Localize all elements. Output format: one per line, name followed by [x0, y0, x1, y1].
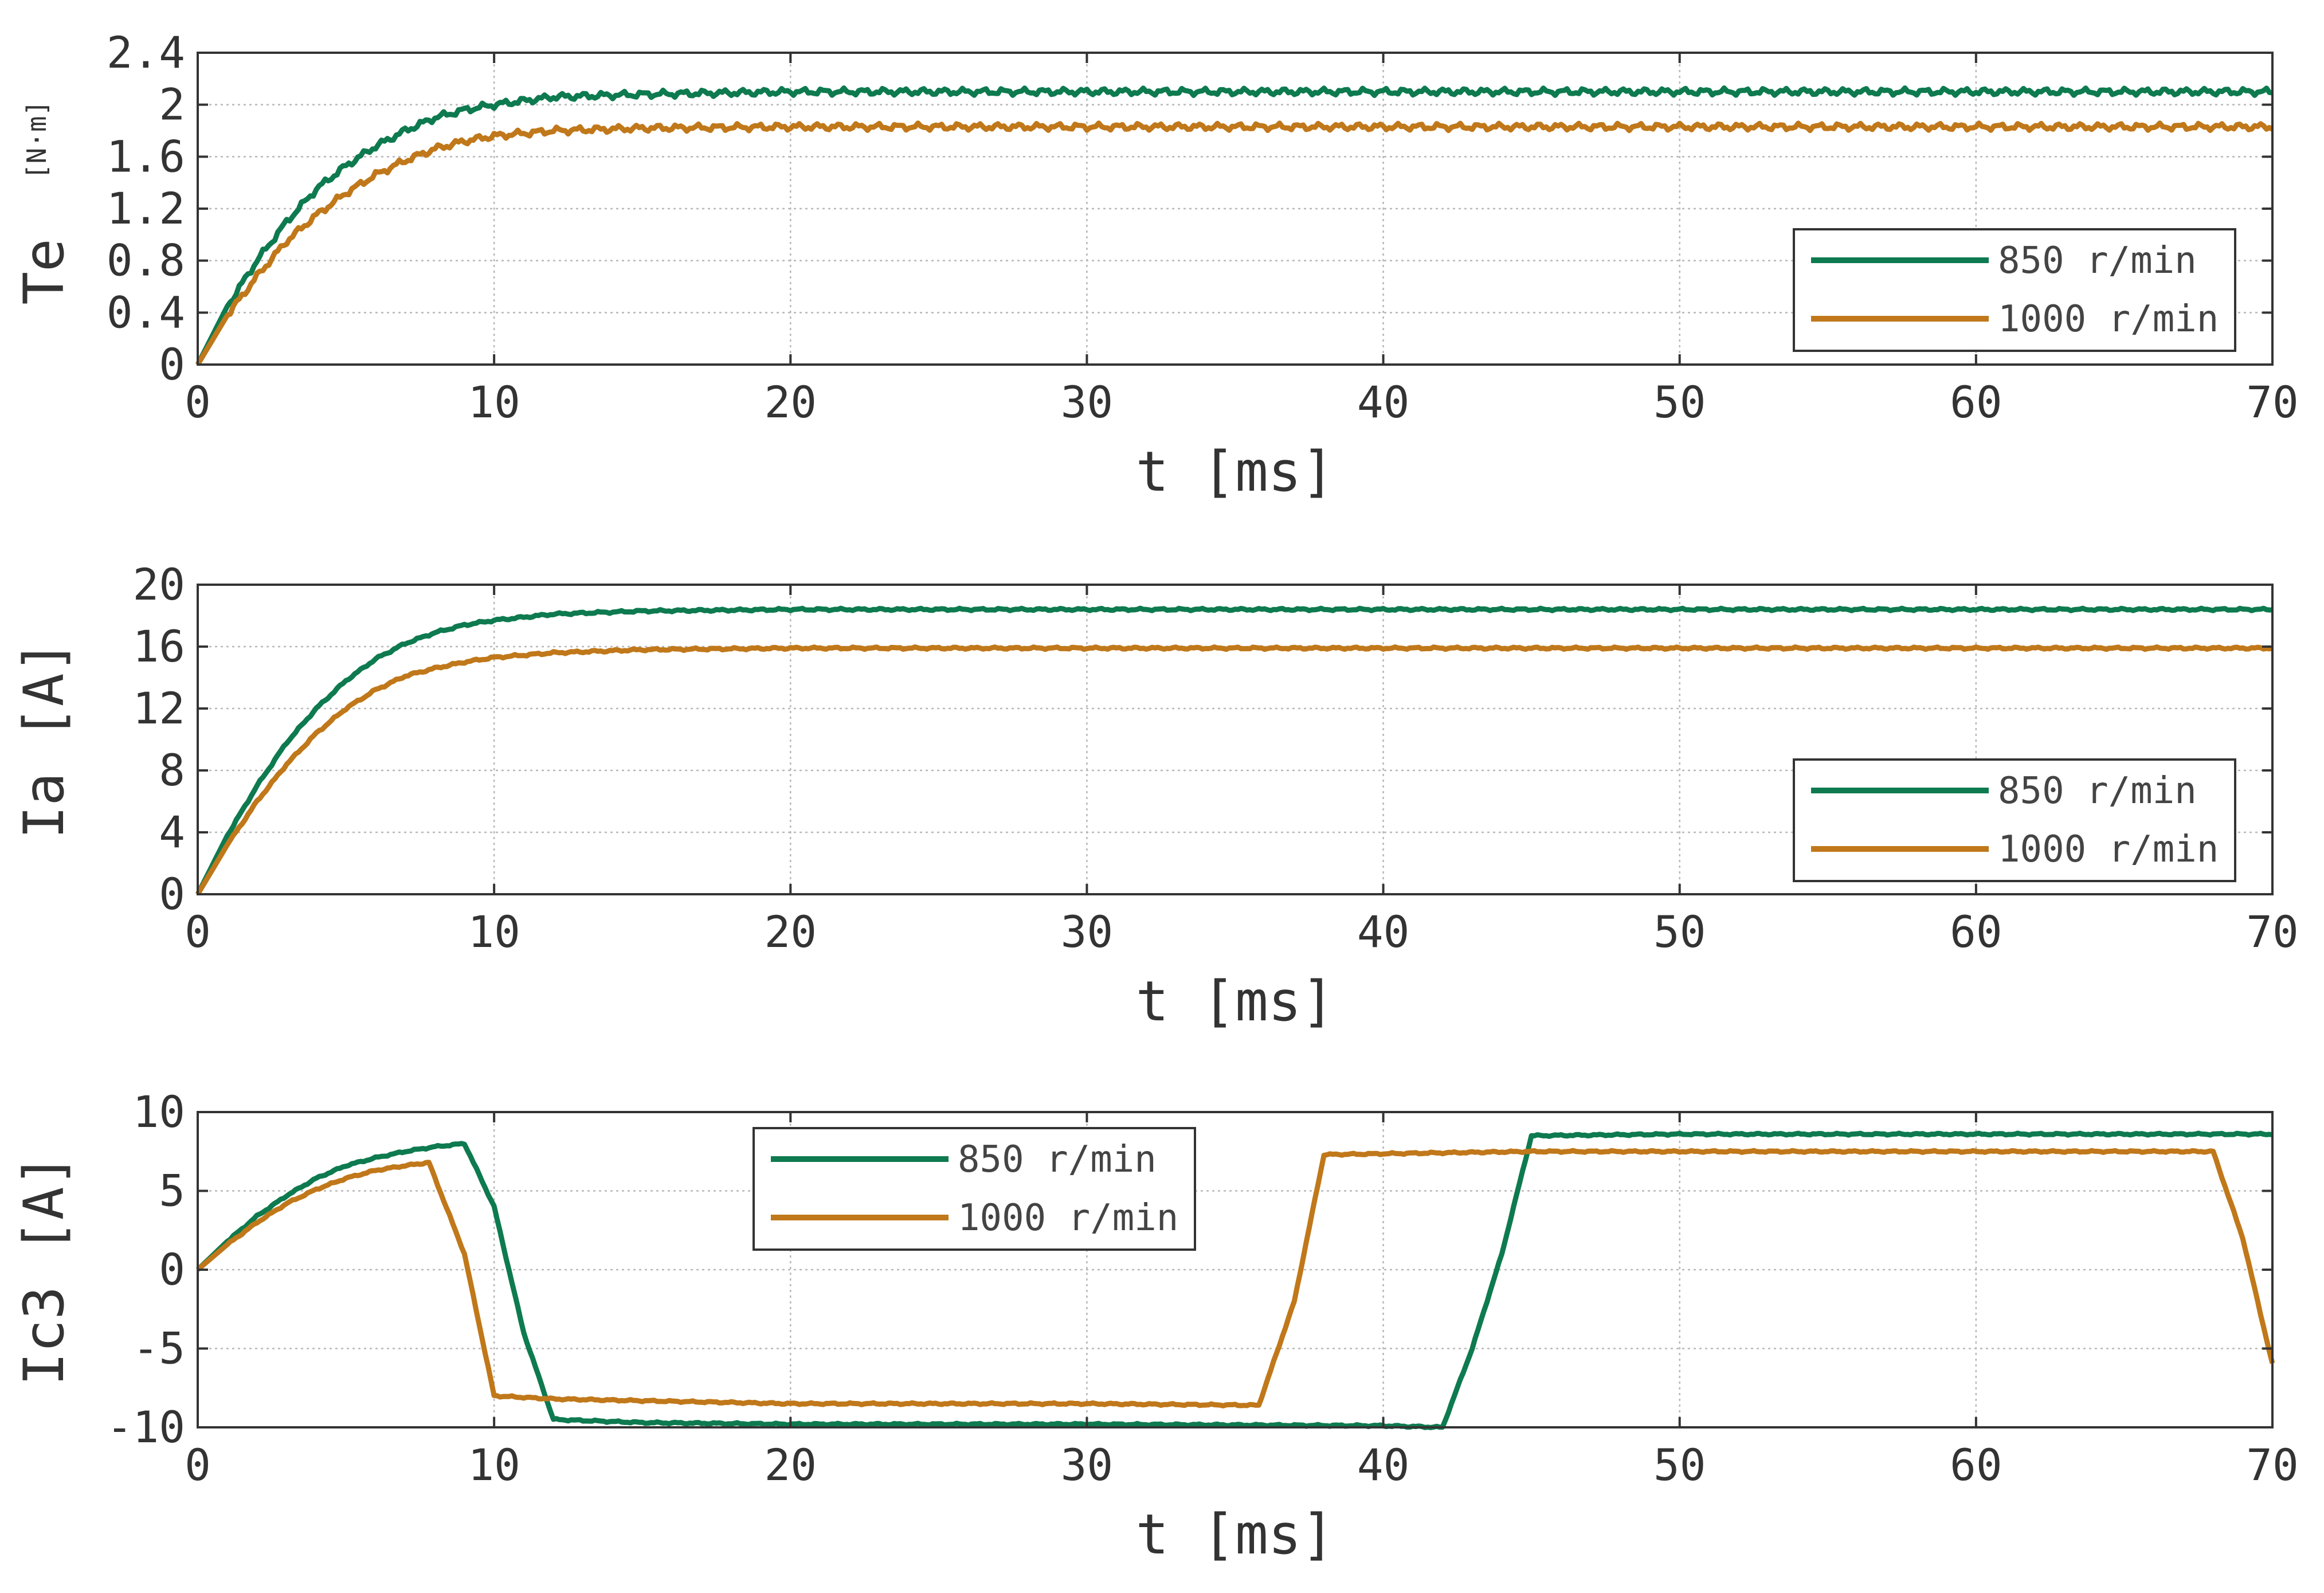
y-tick-label: 0 — [159, 1244, 185, 1295]
y-axis-label: Te — [12, 238, 76, 305]
x-tick-label: 50 — [1653, 906, 1706, 957]
y-tick-label: 12 — [132, 683, 185, 734]
y-tick-label: 2 — [159, 79, 185, 130]
x-axis-label: t [ms] — [1136, 1502, 1335, 1567]
x-tick-label: 20 — [765, 1439, 817, 1490]
y-tick-label: 16 — [132, 621, 185, 672]
legend-label: 1000 r/min — [958, 1197, 1178, 1239]
series-line-1000 — [195, 644, 2274, 896]
x-tick-label: 0 — [185, 1439, 211, 1490]
y-tick-label: -10 — [107, 1402, 185, 1453]
x-tick-label: 30 — [1061, 377, 1114, 428]
x-tick-label: 0 — [185, 377, 211, 428]
legend-box — [753, 1127, 1196, 1251]
x-tick-label: 70 — [2246, 906, 2299, 957]
axes-frame — [197, 584, 2274, 895]
legend-box — [1793, 228, 2236, 352]
x-tick-label: 70 — [2246, 377, 2299, 428]
legend-label: 1000 r/min — [1998, 298, 2219, 340]
x-axis-label: t [ms] — [1136, 969, 1335, 1034]
legend: 850 r/min 1000 r/min — [753, 1127, 1196, 1251]
legend-label: 1000 r/min — [1998, 828, 2219, 871]
x-tick-label: 50 — [1653, 377, 1706, 428]
legend-label: 850 r/min — [1998, 770, 2197, 812]
x-axis-label: t [ms] — [1136, 440, 1335, 504]
y-axis-unit: [N·m] — [21, 100, 52, 179]
y-tick-label: 20 — [132, 559, 185, 610]
y-tick-label: 1.2 — [107, 183, 185, 234]
legend-box — [1793, 758, 2236, 882]
y-tick-label: 2.4 — [107, 27, 185, 78]
x-tick-label: 60 — [1950, 1439, 2002, 1490]
y-tick-label: 8 — [159, 745, 185, 796]
x-tick-label: 40 — [1357, 377, 1410, 428]
x-tick-label: 60 — [1950, 906, 2002, 957]
series-line-1000 — [196, 1148, 2275, 1408]
x-tick-label: 0 — [185, 906, 211, 957]
y-axis-label: Ic3 [A] — [12, 1154, 76, 1386]
x-tick-label: 60 — [1950, 377, 2002, 428]
x-tick-label: 10 — [468, 906, 520, 957]
legend: 850 r/min 1000 r/min — [1793, 758, 2236, 882]
y-tick-label: 4 — [159, 807, 185, 858]
y-tick-label: 0.8 — [107, 235, 185, 286]
y-tick-label: 0.4 — [107, 287, 185, 338]
x-tick-label: 10 — [468, 377, 520, 428]
x-tick-label: 10 — [468, 1439, 520, 1490]
x-tick-label: 70 — [2246, 1439, 2299, 1490]
series-line-850 — [195, 605, 2273, 896]
y-axis-label: Ia [A] — [12, 640, 76, 839]
x-tick-label: 40 — [1357, 1439, 1410, 1490]
legend: 850 r/min 1000 r/min — [1793, 228, 2236, 352]
y-tick-label: 10 — [132, 1086, 185, 1137]
y-tick-label: -5 — [132, 1323, 185, 1374]
y-tick-label: 0 — [159, 868, 185, 919]
y-tick-label: 1.6 — [107, 131, 185, 182]
subplot-1: 0 10 20 30 40 50 60 70 00.40.81.21.622.4 t [ms] Te… — [12, 27, 2299, 504]
subplot-3: 0 10 20 30 40 50 60 70 -10 -5 0 5 10 t [ms] Ic3 [A] 850… — [12, 1086, 2299, 1567]
series-line-850 — [195, 85, 2273, 366]
y-tick-label: 5 — [159, 1165, 185, 1216]
series-line-850 — [195, 1130, 2273, 1430]
x-tick-label: 30 — [1061, 1439, 1114, 1490]
series-line-1000 — [195, 120, 2274, 366]
y-tick-label: 0 — [159, 339, 185, 390]
x-tick-label: 20 — [765, 377, 817, 428]
x-tick-label: 40 — [1357, 906, 1410, 957]
legend-label: 850 r/min — [1998, 240, 2197, 282]
x-tick-label: 20 — [765, 906, 817, 957]
legend-label: 850 r/min — [958, 1138, 1157, 1181]
x-tick-label: 30 — [1061, 906, 1114, 957]
x-tick-label: 50 — [1653, 1439, 1706, 1490]
